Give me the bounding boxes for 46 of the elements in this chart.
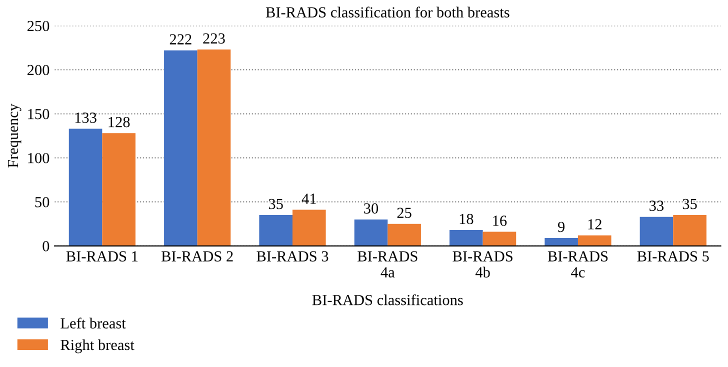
data-label: 35 [268,198,283,210]
y-tick-label: 50 [35,196,50,208]
data-label: 30 [364,203,378,214]
bar [68,128,102,246]
bar [640,216,674,246]
data-label: 128 [108,116,130,128]
y-tick-label: 150 [28,108,50,120]
data-label: 18 [460,214,474,224]
x-tick-label: BI-RADS 4c [548,251,608,278]
bar [164,50,198,246]
y-tick-label: 100 [28,152,50,164]
bar [388,224,421,246]
x-tick-label: BI-RADS 1 [66,251,138,262]
bar [578,235,612,246]
x-tick-label: BI-RADS 4a [358,251,418,278]
bar [292,210,326,246]
bar [482,232,516,246]
data-label: 41 [302,194,316,204]
bar [544,238,578,246]
bar [102,133,136,246]
x-tick-label: BI-RADS 5 [637,251,709,262]
y-tick-label: 200 [27,64,50,76]
data-label: 222 [170,34,192,44]
y-tick-label: 0 [42,241,50,252]
legend-label: Right breast [60,339,134,354]
legend-label: Left breast [60,318,126,329]
data-label: 223 [203,33,225,44]
bar [259,215,292,246]
y-tick-label: 250 [27,20,50,32]
y-axis-title: Frequency [8,104,22,168]
x-tick-label: BI-RADS 2 [161,251,233,262]
bar [354,219,388,246]
data-label: 16 [493,216,507,226]
bar [450,230,483,246]
bar [673,215,706,246]
data-label: 133 [75,112,96,123]
data-label: 33 [650,200,664,211]
x-tick-label: BI-RADS 3 [256,251,328,262]
bar [197,49,231,246]
data-label: 35 [682,198,697,210]
x-tick-label: BI-RADS 4b [452,251,512,278]
chart-title: BI-RADS classification for both breasts [266,6,510,18]
x-axis-title: BI-RADS classifications [312,294,463,306]
data-label: 12 [588,219,602,230]
data-label: 25 [397,208,412,218]
data-label: 9 [558,222,565,232]
